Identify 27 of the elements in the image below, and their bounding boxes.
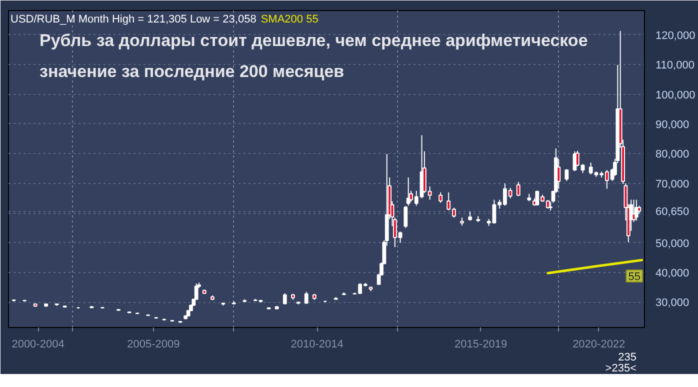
- candlestick: [406, 176, 410, 206]
- y-tick-label: 110,000: [656, 60, 694, 72]
- text: >235<: [605, 362, 636, 374]
- y-tick-label: 70,000: [656, 178, 690, 190]
- annotation: SMA200 55: [260, 14, 318, 26]
- candlestick: [438, 192, 442, 204]
- y-tick-label: 50,000: [656, 238, 690, 250]
- x-tick-label: 2005-2009: [127, 338, 180, 350]
- candlestick: [404, 205, 408, 228]
- text: Рубль за доллары стоит дешевле, чем среднее арифметическое значение за последние 200 месяцев: [40, 31, 588, 81]
- y-tick-label: 90,000: [656, 118, 690, 131]
- candlestick: [556, 158, 561, 190]
- y-tick-label: 100,000: [656, 89, 696, 102]
- annotation: 55: [628, 271, 641, 284]
- x-tick-label: 2000-2004: [12, 338, 64, 350]
- y-tick-label: 60,650: [656, 206, 690, 218]
- candlestick: [564, 168, 569, 182]
- x-tick-label: 2015-2019: [454, 338, 508, 350]
- candlestick: [516, 181, 520, 196]
- x-tick-label: 2010-2014: [290, 338, 344, 350]
- y-tick-label: 80,000: [656, 148, 690, 161]
- y-tick-label: 30,000: [656, 297, 690, 310]
- y-tick-label: 120,000: [656, 30, 696, 42]
- annotation: USD/RUB_M Month High = 121,305 Low = 23,058: [10, 14, 256, 26]
- y-tick-label: 40,000: [656, 268, 690, 280]
- text: 235: [618, 352, 637, 364]
- x-tick-label: 2020-2022: [572, 338, 626, 350]
